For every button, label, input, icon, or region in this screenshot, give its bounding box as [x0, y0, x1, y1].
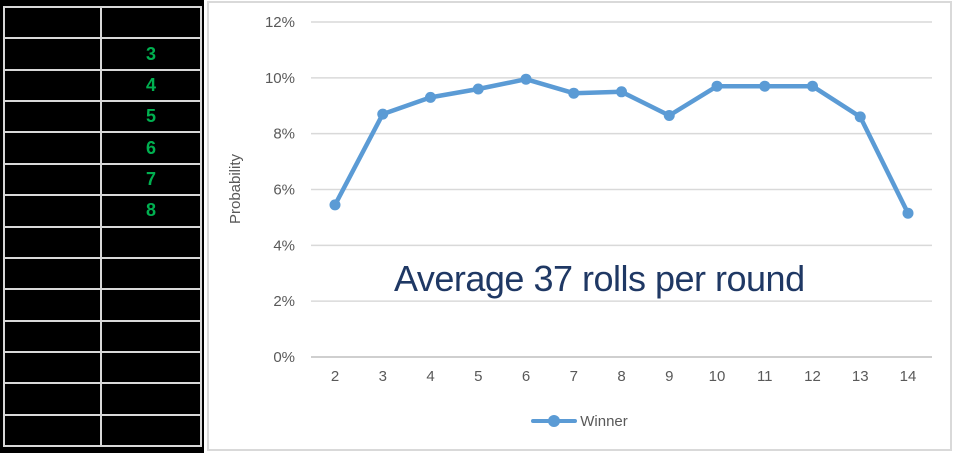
table-cell[interactable]: 5 — [102, 102, 200, 132]
data-point — [520, 73, 532, 85]
table-cell[interactable]: 8 — [102, 196, 200, 226]
x-tick-label: 10 — [709, 368, 726, 385]
table-cell[interactable] — [102, 384, 200, 414]
table-cell[interactable] — [102, 258, 200, 289]
x-tick-label: 4 — [426, 368, 434, 385]
x-tick-label: 8 — [617, 368, 625, 385]
data-point — [902, 207, 914, 219]
x-tick-label: 12 — [804, 368, 821, 385]
table-cell[interactable] — [5, 164, 100, 195]
x-tick-label: 3 — [379, 368, 387, 385]
x-tick-label: 7 — [570, 368, 578, 385]
table-cell[interactable]: 3 — [102, 39, 200, 69]
table-cell[interactable] — [5, 39, 100, 69]
table-cell[interactable] — [102, 227, 200, 257]
table-cell[interactable] — [102, 415, 200, 445]
legend[interactable]: Winner — [209, 411, 950, 431]
x-tick-label: 9 — [665, 368, 673, 385]
data-point — [759, 80, 771, 92]
table-cell[interactable] — [5, 415, 100, 445]
x-tick-label: 6 — [522, 368, 530, 385]
table-cell[interactable] — [5, 384, 100, 414]
table-cell[interactable] — [102, 8, 200, 38]
table-cell[interactable]: 4 — [102, 70, 200, 101]
data-point — [616, 86, 627, 98]
table-cell[interactable] — [5, 70, 100, 101]
data-point — [711, 80, 723, 92]
table-cell[interactable]: 7 — [102, 164, 200, 195]
data-point — [472, 83, 484, 95]
x-tick-label: 5 — [474, 368, 482, 385]
table-cell[interactable] — [5, 227, 100, 257]
table-cell[interactable] — [5, 290, 100, 320]
data-point — [854, 111, 866, 123]
x-tick-label: 14 — [900, 368, 917, 385]
y-tick-label: 0% — [273, 349, 295, 366]
legend-label: Winner — [580, 412, 628, 430]
x-tick-label: 2 — [331, 368, 339, 385]
table-cell[interactable] — [5, 196, 100, 226]
data-point — [425, 91, 436, 103]
legend-line-marker-icon — [531, 415, 578, 427]
table-cell[interactable] — [102, 352, 200, 383]
table-cell[interactable] — [5, 352, 100, 383]
line-chart-canvas: 0% 2% 4% 6% 8% 10% 12% 2 3 4 5 6 7 8 9 10 11 12 13 14 Probab… — [227, 14, 932, 385]
data-point — [329, 199, 341, 211]
data-point — [807, 80, 818, 92]
x-tick-label: 11 — [757, 368, 773, 385]
table-cell[interactable] — [102, 290, 200, 320]
y-tick-label: 4% — [273, 237, 295, 254]
table-cell[interactable] — [5, 133, 100, 163]
y-tick-label: 10% — [265, 70, 295, 87]
x-tick-label: 13 — [852, 368, 869, 385]
y-tick-label: 2% — [273, 293, 295, 310]
table-cell[interactable] — [102, 321, 200, 351]
y-tick-label: 8% — [273, 126, 295, 143]
table-cell[interactable]: 6 — [102, 133, 200, 163]
table-cell[interactable] — [5, 258, 100, 289]
table-cell[interactable] — [5, 8, 100, 38]
annotation-text[interactable]: Average 37 rolls per round — [394, 258, 805, 299]
winner-line — [332, 76, 911, 216]
table-cell[interactable] — [5, 102, 100, 132]
data-point — [568, 87, 580, 99]
chart-object[interactable]: 0% 2% 4% 6% 8% 10% 12% 2 3 4 5 6 7 8 9 10 11 12 13 14 Probab… — [207, 1, 952, 451]
y-tick-label: 6% — [273, 182, 295, 199]
data-point — [663, 110, 675, 121]
y-axis-title: Probability — [227, 153, 244, 224]
table-cell[interactable] — [5, 321, 100, 351]
data-point — [377, 108, 389, 120]
y-tick-label: 12% — [265, 14, 295, 31]
